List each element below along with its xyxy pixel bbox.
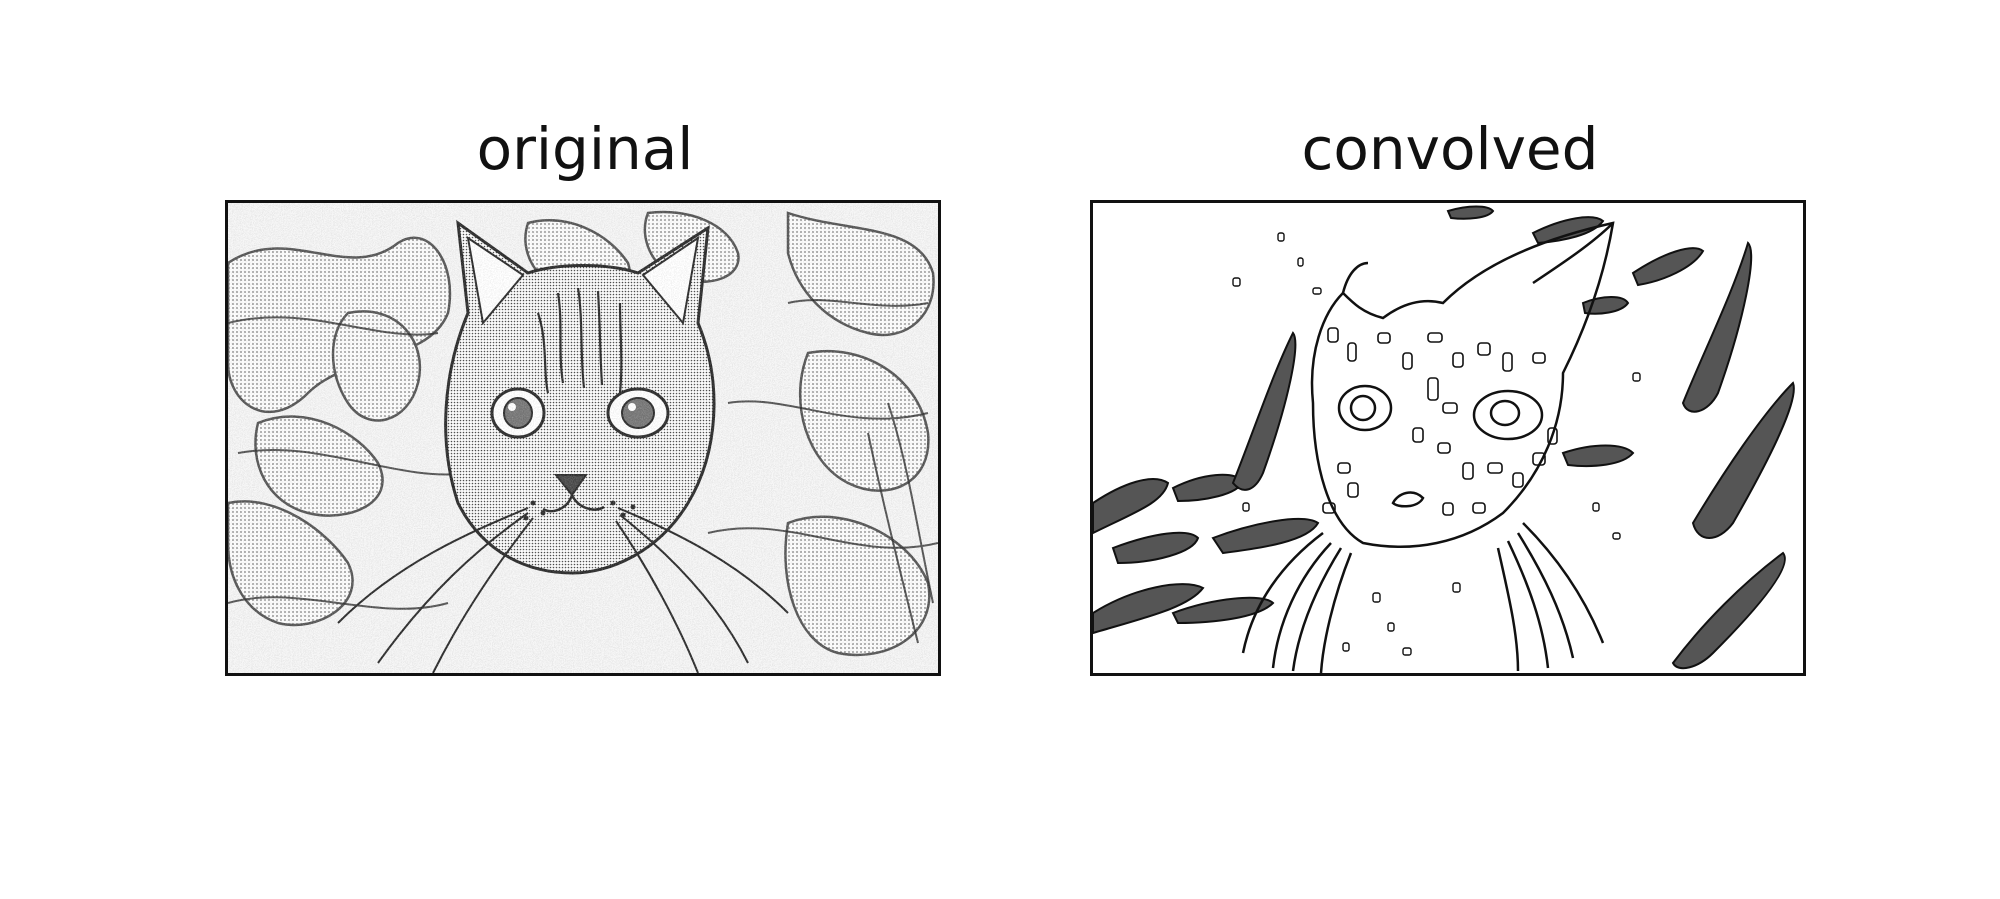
convolved-image-panel [1090, 200, 1806, 676]
original-title: original [476, 115, 694, 183]
original-cat-image [228, 203, 938, 673]
convolved-title: convolved [1301, 115, 1599, 183]
convolved-cat-image [1093, 203, 1803, 673]
original-image-panel [225, 200, 941, 676]
